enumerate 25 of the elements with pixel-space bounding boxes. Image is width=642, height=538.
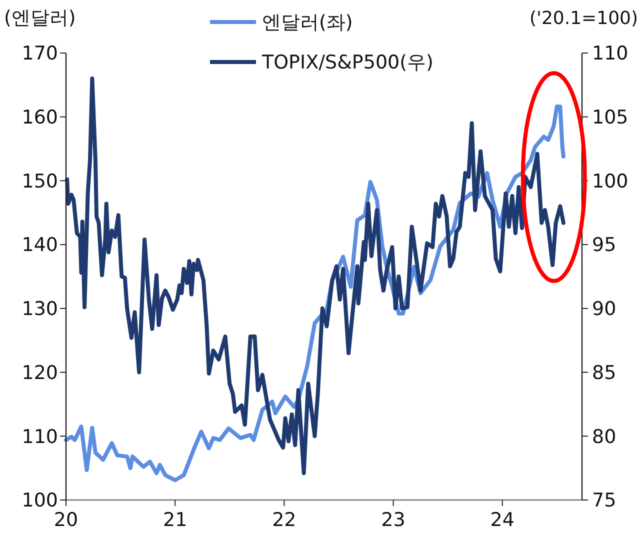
y2-tick-label: 110 [592,42,628,65]
y2-tick-label: 100 [592,170,628,192]
x-tick-label: 22 [272,509,296,531]
y2-tick-label: 85 [592,362,616,384]
x-tick-label: 20 [54,509,78,531]
y2-tick-label: 95 [592,234,616,256]
x-tick-label: 24 [490,509,514,531]
y-tick-label: 120 [22,362,58,384]
legend-label: 엔달러(좌) [262,12,353,34]
y2-tick-label: 75 [592,490,616,512]
y-tick-label: 150 [22,170,58,192]
x-tick-label: 23 [381,509,406,531]
y2-tick-label: 80 [592,426,616,448]
y-tick-label: 170 [22,42,58,65]
x-tick-label: 21 [162,509,188,531]
y-tick-label: 160 [22,106,58,129]
y-tick-label: 100 [22,490,58,512]
legend-label: TOPIX/S&P500(우) [261,52,434,74]
y-tick-label: 110 [22,426,58,448]
y2-axis-title: ('20.1=100) [529,8,638,29]
y-axis-title: (엔달러) [4,7,76,29]
y-tick-label: 140 [22,234,58,256]
y2-tick-label: 105 [592,106,628,129]
y-tick-label: 130 [22,298,58,320]
y2-tick-label: 90 [592,298,616,320]
